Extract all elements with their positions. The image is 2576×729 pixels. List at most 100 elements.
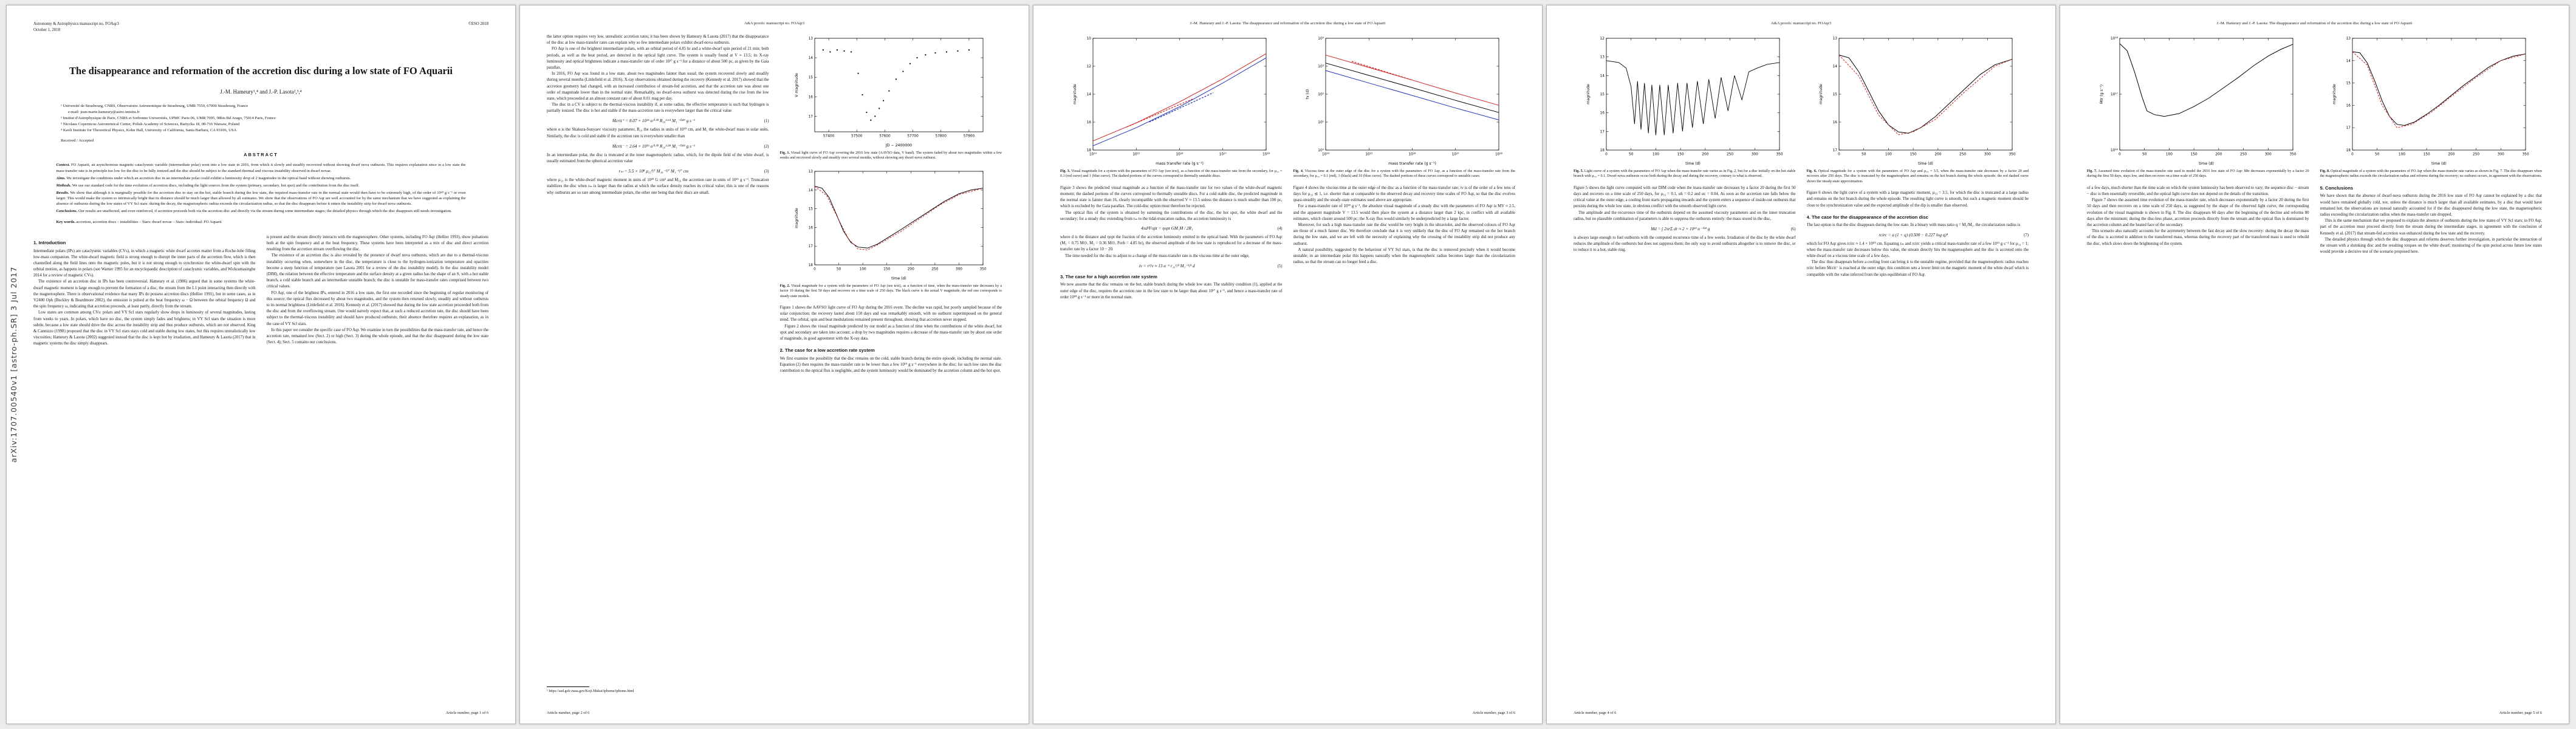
paragraph: The time needed for the disc to adjust t… [1065,253,1250,258]
svg-text:0: 0 [1605,153,1608,157]
abstract: Context. FO Aquarii, an asynchronous mag… [56,162,465,214]
svg-text:13: 13 [2346,37,2351,41]
svg-text:150: 150 [1910,153,1917,157]
equation-1-number: (1) [764,119,769,124]
svg-text:17: 17 [1600,130,1605,134]
paragraph: Moreover, for such a high mass-transfer … [1293,222,1516,246]
svg-text:Ṁtr (g s⁻¹): Ṁtr (g s⁻¹) [2098,84,2104,104]
svg-text:350: 350 [2289,153,2296,157]
keywords-text: accretion, accretion discs – instabiliti… [76,219,222,224]
section-heading-low-accretion: 2. The case for a low accretion rate sys… [779,347,875,354]
svg-text:10: 10 [1086,37,1091,41]
figure-4: 10¹⁴ 10¹⁵ 10¹⁶ 10¹⁷ 10¹⁸ 10⁰ 10¹ 10² 10³ 10⁴ mass … [1293,34,1516,179]
figure-5-chart: 0 50 100 150 200 250 300 350 12 13 14 15 16 17 18 time … [1584,34,1785,166]
figure-1-caption: Fig. 1. Visual light curve of FO Aqr cov… [780,151,1002,161]
svg-text:250: 250 [1959,153,1966,157]
page-2-columns: the latter option requires very low, unr… [547,34,1002,694]
figure-4-caption: Fig. 4. Viscous time at the outer edge o… [1293,169,1516,179]
svg-text:10¹⁸: 10¹⁸ [1262,152,1270,157]
figure-6-caption-text: Optical magnitude for a system with the … [1806,169,2029,183]
eso-copyright: ©ESO 2018 [468,22,488,26]
figure-3-caption-lead: Fig. 3. [1060,169,1070,173]
svg-text:time (d): time (d) [891,276,906,281]
figure-2-chart: 0 50 100 150 200 250 300 350 13 14 15 16 17 18 time (d… [793,166,989,281]
svg-text:15: 15 [809,76,814,80]
page-1-column-right: is present and the stream directly inter… [267,234,489,623]
svg-text:17: 17 [2346,126,2351,130]
svg-text:10¹⁸: 10¹⁸ [2111,36,2119,41]
svg-text:14: 14 [1086,93,1091,97]
svg-text:tν (d): tν (d) [1306,89,1310,100]
svg-text:10¹⁵: 10¹⁵ [1132,152,1140,157]
svg-text:mass transfer rate (g s⁻¹): mass transfer rate (g s⁻¹) [1388,162,1436,166]
page-3-columns: 10¹⁴ 10¹⁵ 10¹⁶ 10¹⁷ 10¹⁸ 10 12 14 16 18 mass trans… [1060,34,1515,694]
svg-text:10³: 10³ [1318,64,1324,69]
svg-text:10¹⁶: 10¹⁶ [1176,152,1184,157]
equation-3-body: rₘ = 5.5 × 10⁸ μ₃₃⁴/⁷ Ṁ₁₆⁻²/⁷ M₁⁻¹/⁷ cm [618,169,688,174]
abstract-methods: Methods. We use our standard code for th… [56,183,465,188]
figure-2-caption: Fig. 2. Visual magnitude for a system wi… [780,284,1002,299]
abstract-context-lead: Context. [56,163,70,168]
equation-5-body: tν = r²/ν ≈ 13 α⁻¹ r₁₀¹/² M₁⁻¹/² d [1139,263,1195,269]
paragraph: Figure 4 shows the viscous time at the o… [1293,185,1516,203]
abstract-results-text: We show that although it is marginally p… [56,190,466,207]
figure-2-caption-text: Visual magnitude for a system with the p… [779,284,1002,298]
svg-text:350: 350 [1776,153,1783,157]
equation-6-body: Md = ∫ 2πrΣ dr ≈ 2 × 10²² α⁻⁰·⁸ g [1651,226,1710,231]
svg-text:13: 13 [1600,56,1605,60]
page-2-column-right: 57400 57500 57600 57700 57800 57900 13 14 15 16 17… [780,34,1002,694]
svg-text:250: 250 [2473,153,2479,157]
paragraph: We have shown that the absence of dwarf-… [2320,194,2543,217]
svg-text:0: 0 [2119,153,2121,157]
paragraph: is always large enough to fuel outbursts… [1574,235,1796,253]
page-5-columns: 0 50 100 150 200 250 300 350 10¹⁶ 10¹⁷ 10¹⁸ time (d… [2087,34,2542,694]
authors-line: J.-M. Hameury¹,⁴ and J.-P. Lasota²,³,⁴ [220,89,302,95]
paragraph: which for FO Aqr gives rcirc ≈ 1.4 × 10¹… [1806,241,2029,258]
paragraph: FO Aqr, one of the brightest IPs, entere… [266,290,489,326]
svg-text:15: 15 [1600,93,1605,97]
svg-text:300: 300 [1984,153,1991,157]
svg-text:100: 100 [1885,153,1892,157]
svg-text:13: 13 [809,170,814,174]
svg-text:18: 18 [809,264,814,267]
svg-text:10¹⁵: 10¹⁵ [1365,152,1373,157]
svg-text:V magnitude: V magnitude [795,73,799,97]
section-heading-disc-disappearance: 4. The case for the disappearance of the… [1806,214,1928,220]
page-5-column-left: 0 50 100 150 200 250 300 350 10¹⁶ 10¹⁷ 10¹⁸ time (d… [2087,34,2309,694]
abstract-methods-text: We use our standard code for the time ev… [72,183,360,188]
paragraph: The optical flux of the system is obtain… [1060,210,1283,221]
figure-5-caption-text: Light curve of a system with the paramet… [1574,169,1796,179]
page-1-column-left: 1. Introduction Intermediate polars (IPs… [33,234,256,623]
page-footer: Article number, page 3 of 6 [1472,711,1515,715]
page-1: arXiv:1707.00540v1 [astro-ph.SR] 3 Jul 2… [6,5,516,724]
footnote-link[interactable]: https://asd.gsfc.nasa.gov/Koji.Mukai/iph… [549,689,634,693]
paragraph: The existence of an accretion disc in IP… [33,279,256,309]
svg-text:10¹⁸: 10¹⁸ [1495,152,1503,157]
paragraph: The existence of an accretion disc is al… [266,253,489,289]
figure-3-caption: Fig. 3. Visual magnitude for a system wi… [1060,169,1283,179]
equation-4-body: 4πd²Fopt = ηopt GM₁Ṁ / 2R₁ [1141,225,1193,231]
figure-7: 0 50 100 150 200 250 300 350 10¹⁶ 10¹⁷ 10¹⁸ time (d… [2087,34,2309,179]
abstract-conclusions-lead: Conclusions. [56,209,78,214]
svg-text:10⁰: 10⁰ [1318,148,1324,152]
figure-6: 0 50 100 150 200 250 300 350 13 14 15 16 17 time (d) m… [1807,34,2029,184]
svg-text:300: 300 [956,267,962,271]
svg-text:100: 100 [2166,153,2173,157]
paragraph: A natural possibility, suggested by the … [1293,247,1516,265]
equation-2-number: (2) [764,144,769,149]
svg-text:16: 16 [809,95,814,99]
svg-text:16: 16 [1600,112,1605,115]
paragraph: We first examine the possibility that th… [779,356,1002,374]
svg-text:150: 150 [2424,153,2430,157]
svg-text:57500: 57500 [851,135,863,139]
affiliation-2: ² Institut d'Astrophysique de Paris, CNR… [60,115,276,120]
equation-1-body: Ṁcrit⁺ = 8.07 × 10¹⁵ α⁰·⁰¹ R₁₀²·⁶⁴ M₁⁻⁰·… [612,118,695,124]
figure-1-caption-text: Visual light curve of FO Aqr covering th… [779,151,1002,160]
affiliation-1: ¹ Université de Strasbourg, CNRS, Observ… [60,104,248,108]
svg-text:10¹⁶: 10¹⁶ [1409,152,1417,157]
equation-3: rₘ = 5.5 × 10⁸ μ₃₃⁴/⁷ Ṁ₁₆⁻²/⁷ M₁⁻¹/⁷ cm (… [547,168,769,174]
page-footer: Article number, page 2 of 6 [547,711,590,715]
manuscript-id: Astronomy & Astrophysics manuscript no. … [33,22,119,26]
footnote-mark: ¹ [547,689,548,693]
svg-text:17: 17 [809,245,814,248]
